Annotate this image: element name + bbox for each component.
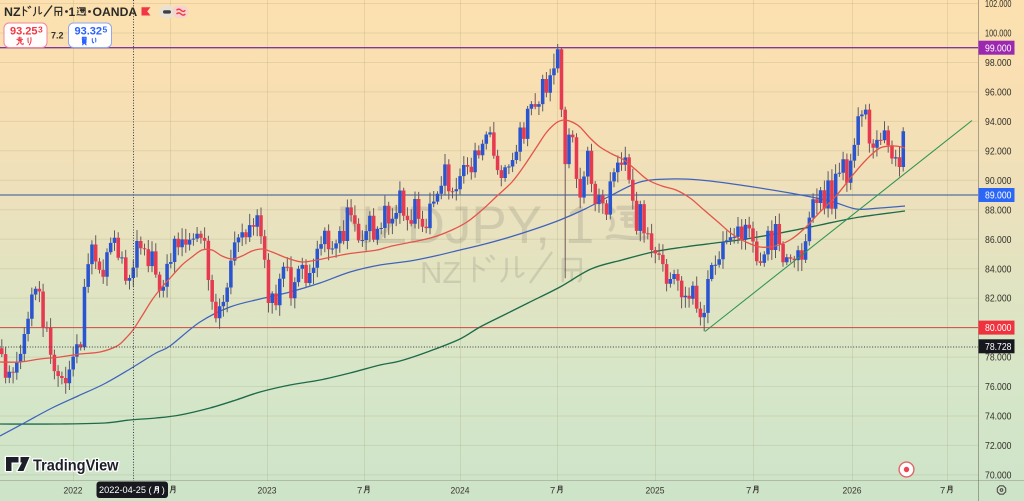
svg-text:3: 3 <box>38 25 43 35</box>
svg-text:90.000: 90.000 <box>985 176 1012 187</box>
svg-text:84.000: 84.000 <box>985 264 1012 275</box>
svg-text:2022: 2022 <box>64 486 83 497</box>
svg-text:7: 7 <box>357 486 362 497</box>
svg-text:99.000: 99.000 <box>985 43 1012 54</box>
svg-text:89.000: 89.000 <box>985 191 1012 202</box>
svg-text:1: 1 <box>69 5 76 19</box>
svg-text:76.000: 76.000 <box>985 382 1012 393</box>
svg-text:): ) <box>162 485 165 495</box>
svg-text:2023: 2023 <box>258 486 277 497</box>
svg-text:OANDA: OANDA <box>93 5 138 19</box>
svg-text:NZ: NZ <box>420 255 461 290</box>
svg-text:72.000: 72.000 <box>985 441 1012 452</box>
svg-text:88.000: 88.000 <box>985 205 1012 216</box>
svg-text:2022-04-25 (: 2022-04-25 ( <box>99 485 152 495</box>
svg-text:92.000: 92.000 <box>985 146 1012 157</box>
svg-text:100.000: 100.000 <box>985 29 1012 40</box>
svg-text:93.25: 93.25 <box>10 26 38 38</box>
svg-text:78.000: 78.000 <box>985 353 1012 364</box>
svg-text:78.728: 78.728 <box>985 342 1012 353</box>
svg-text:82.000: 82.000 <box>985 294 1012 305</box>
svg-text:102.000: 102.000 <box>985 0 1012 10</box>
svg-text:NZ: NZ <box>4 5 21 19</box>
svg-text:98.000: 98.000 <box>985 58 1012 69</box>
svg-text:7.2: 7.2 <box>51 31 64 41</box>
svg-text:96.000: 96.000 <box>985 88 1012 99</box>
svg-text:94.000: 94.000 <box>985 117 1012 128</box>
svg-text:7: 7 <box>550 486 555 497</box>
svg-text:74.000: 74.000 <box>985 412 1012 423</box>
svg-text:5: 5 <box>103 25 108 35</box>
svg-text:7: 7 <box>940 486 945 497</box>
svg-text:70.000: 70.000 <box>985 471 1012 482</box>
svg-text:2025: 2025 <box>646 486 665 497</box>
svg-text:2024: 2024 <box>451 486 470 497</box>
svg-text:86.000: 86.000 <box>985 235 1012 246</box>
svg-text:NZDJPY, 1: NZDJPY, 1 <box>336 196 594 255</box>
svg-text:80.000: 80.000 <box>985 323 1012 334</box>
svg-text:93.32: 93.32 <box>75 26 103 38</box>
svg-text:TradingView: TradingView <box>33 458 119 475</box>
svg-text:7: 7 <box>746 486 751 497</box>
svg-text:2026: 2026 <box>843 486 862 497</box>
